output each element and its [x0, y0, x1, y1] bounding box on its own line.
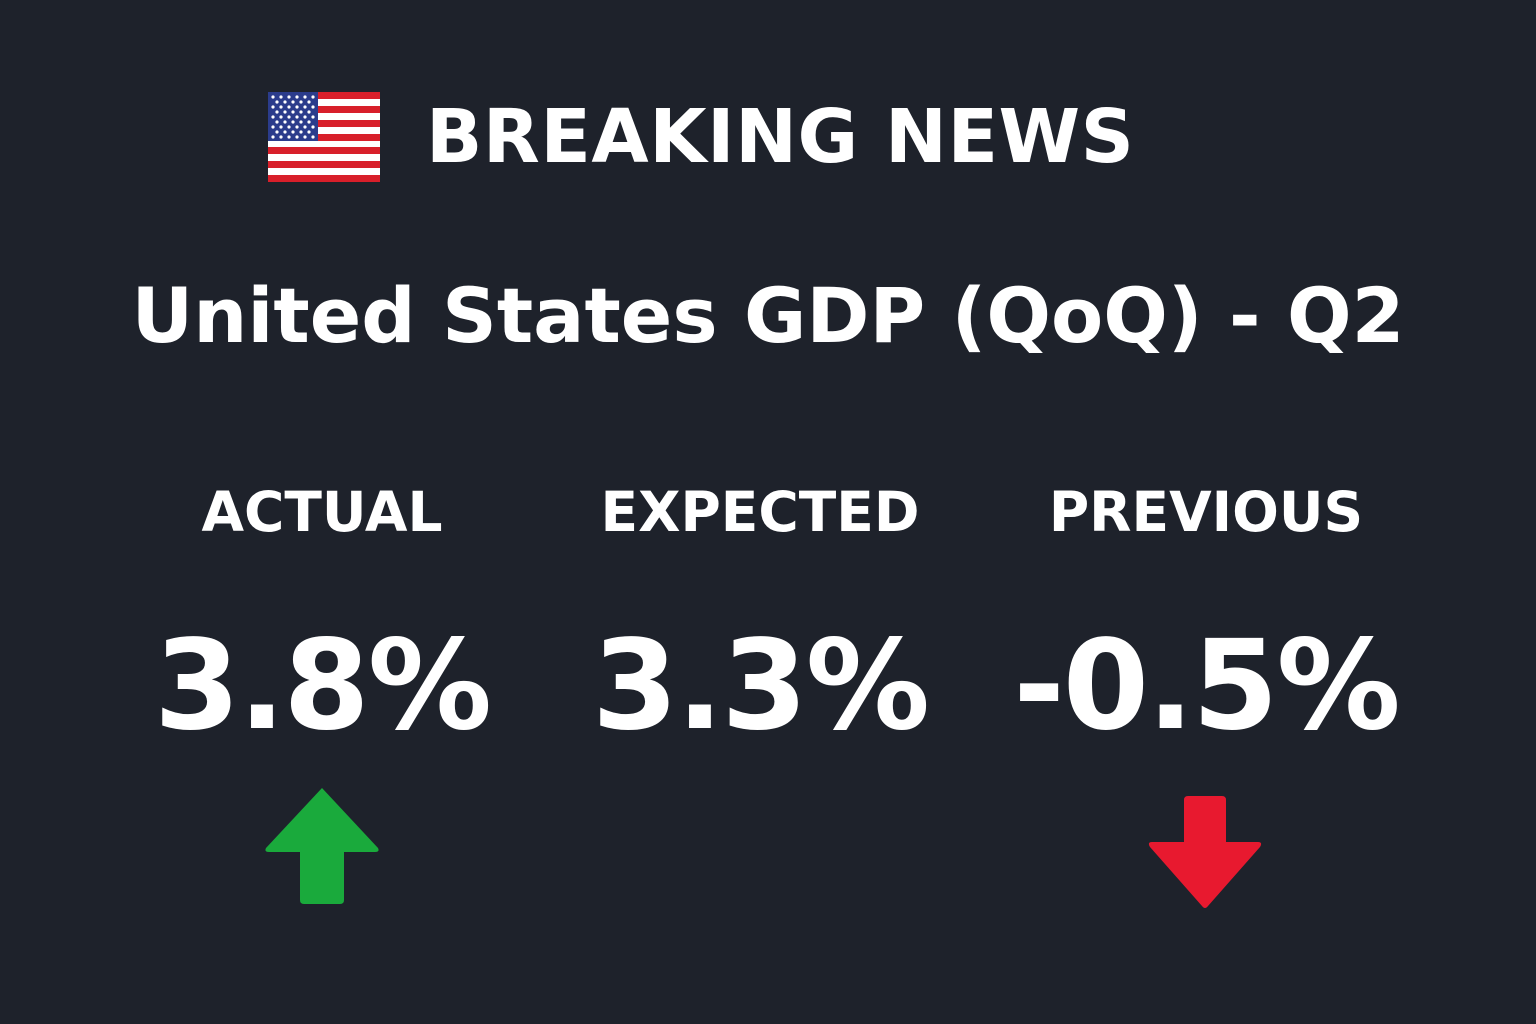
metric-previous-label: PREVIOUS [1048, 480, 1364, 544]
headline: United States GDP (QoQ) - Q2 [131, 271, 1405, 360]
metric-actual-label: ACTUAL [201, 480, 443, 544]
arrow-up-icon [265, 788, 379, 904]
metric-expected-value: 3.3% [592, 614, 930, 758]
arrow-down-icon [1148, 796, 1262, 908]
metric-actual-value: 3.8% [154, 614, 492, 758]
breaking-news-title: BREAKING NEWS [426, 94, 1135, 180]
metric-expected: EXPECTED 3.3% [520, 480, 1000, 756]
metric-expected-label: EXPECTED [600, 480, 920, 544]
metric-actual: ACTUAL 3.8% [82, 480, 562, 756]
metric-previous-value: -0.5% [1013, 614, 1400, 758]
arrow-down-shape [1148, 796, 1262, 908]
breaking-news-header: BREAKING NEWS [268, 92, 1134, 182]
us-flag-icon [268, 92, 380, 182]
arrow-up-shape [265, 788, 379, 904]
metric-previous: PREVIOUS -0.5% [966, 480, 1446, 756]
